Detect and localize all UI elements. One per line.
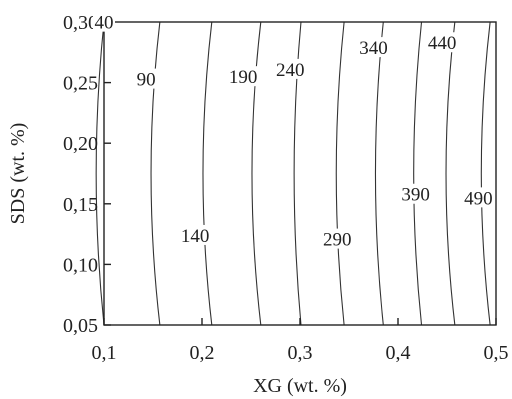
contour-label-bg-440 [426, 32, 459, 53]
y-axis-title: SDS (wt. %) [7, 123, 29, 225]
y-tick-label: 0,15 [63, 194, 98, 216]
contour-label-240: 240 [276, 60, 305, 81]
contour-line-490 [480, 21, 491, 326]
contour-label-190: 190 [229, 67, 258, 88]
contour-label-bg-290 [321, 228, 354, 249]
x-tick-label: 0,1 [92, 342, 117, 364]
contour-label-290: 290 [323, 230, 352, 251]
contour-line-290 [335, 21, 345, 326]
x-tick-label: 0,5 [484, 342, 509, 364]
contours-layer [95, 21, 491, 326]
contour-label-140: 140 [181, 226, 210, 247]
contour-label-390: 390 [401, 185, 430, 206]
contour-label-90: 90 [137, 70, 156, 91]
contour-label-bg-490 [462, 187, 495, 208]
ticks-layer: 0,1 0,2 0,3 0,4 0,5 0,05 0,10 0,15 0,20 0,25 0,30 [63, 12, 509, 364]
contour-label-bg-40 [93, 11, 115, 32]
contour-label-bg-240 [274, 58, 307, 79]
contour-line-390 [413, 21, 423, 326]
x-tick-label: 0,3 [288, 342, 313, 364]
contour-label-440: 440 [428, 33, 457, 54]
contour-label-40: 40 [95, 13, 114, 34]
contour-line-90 [150, 21, 161, 326]
contour-labels-layer: 40 90 140 190 240 290 340 390 440 490 [93, 11, 495, 251]
contour-label-bg-190 [227, 66, 260, 87]
y-tick-label: 0,05 [63, 315, 98, 337]
contour-line-340 [374, 21, 384, 326]
x-tick-label: 0,4 [386, 342, 411, 364]
contour-line-440 [445, 21, 456, 326]
contour-line-40 [95, 21, 105, 326]
contour-line-190 [251, 21, 262, 326]
y-tick-label: 0,10 [63, 254, 98, 276]
contour-label-340: 340 [359, 38, 388, 59]
y-tick-label: 0,25 [63, 73, 98, 95]
x-axis-title: XG (wt. %) [253, 375, 347, 397]
x-tick-label: 0,2 [190, 342, 215, 364]
y-tick-label: 0,20 [63, 133, 98, 155]
contour-label-490: 490 [464, 188, 493, 209]
contour-label-bg-140 [179, 224, 212, 245]
contour-label-bg-340 [357, 37, 390, 58]
contour-label-bg-390 [399, 183, 432, 204]
contour-label-bg-90 [135, 68, 158, 89]
y-tick-label: 0,30 [63, 12, 98, 34]
contour-line-140 [202, 21, 213, 326]
